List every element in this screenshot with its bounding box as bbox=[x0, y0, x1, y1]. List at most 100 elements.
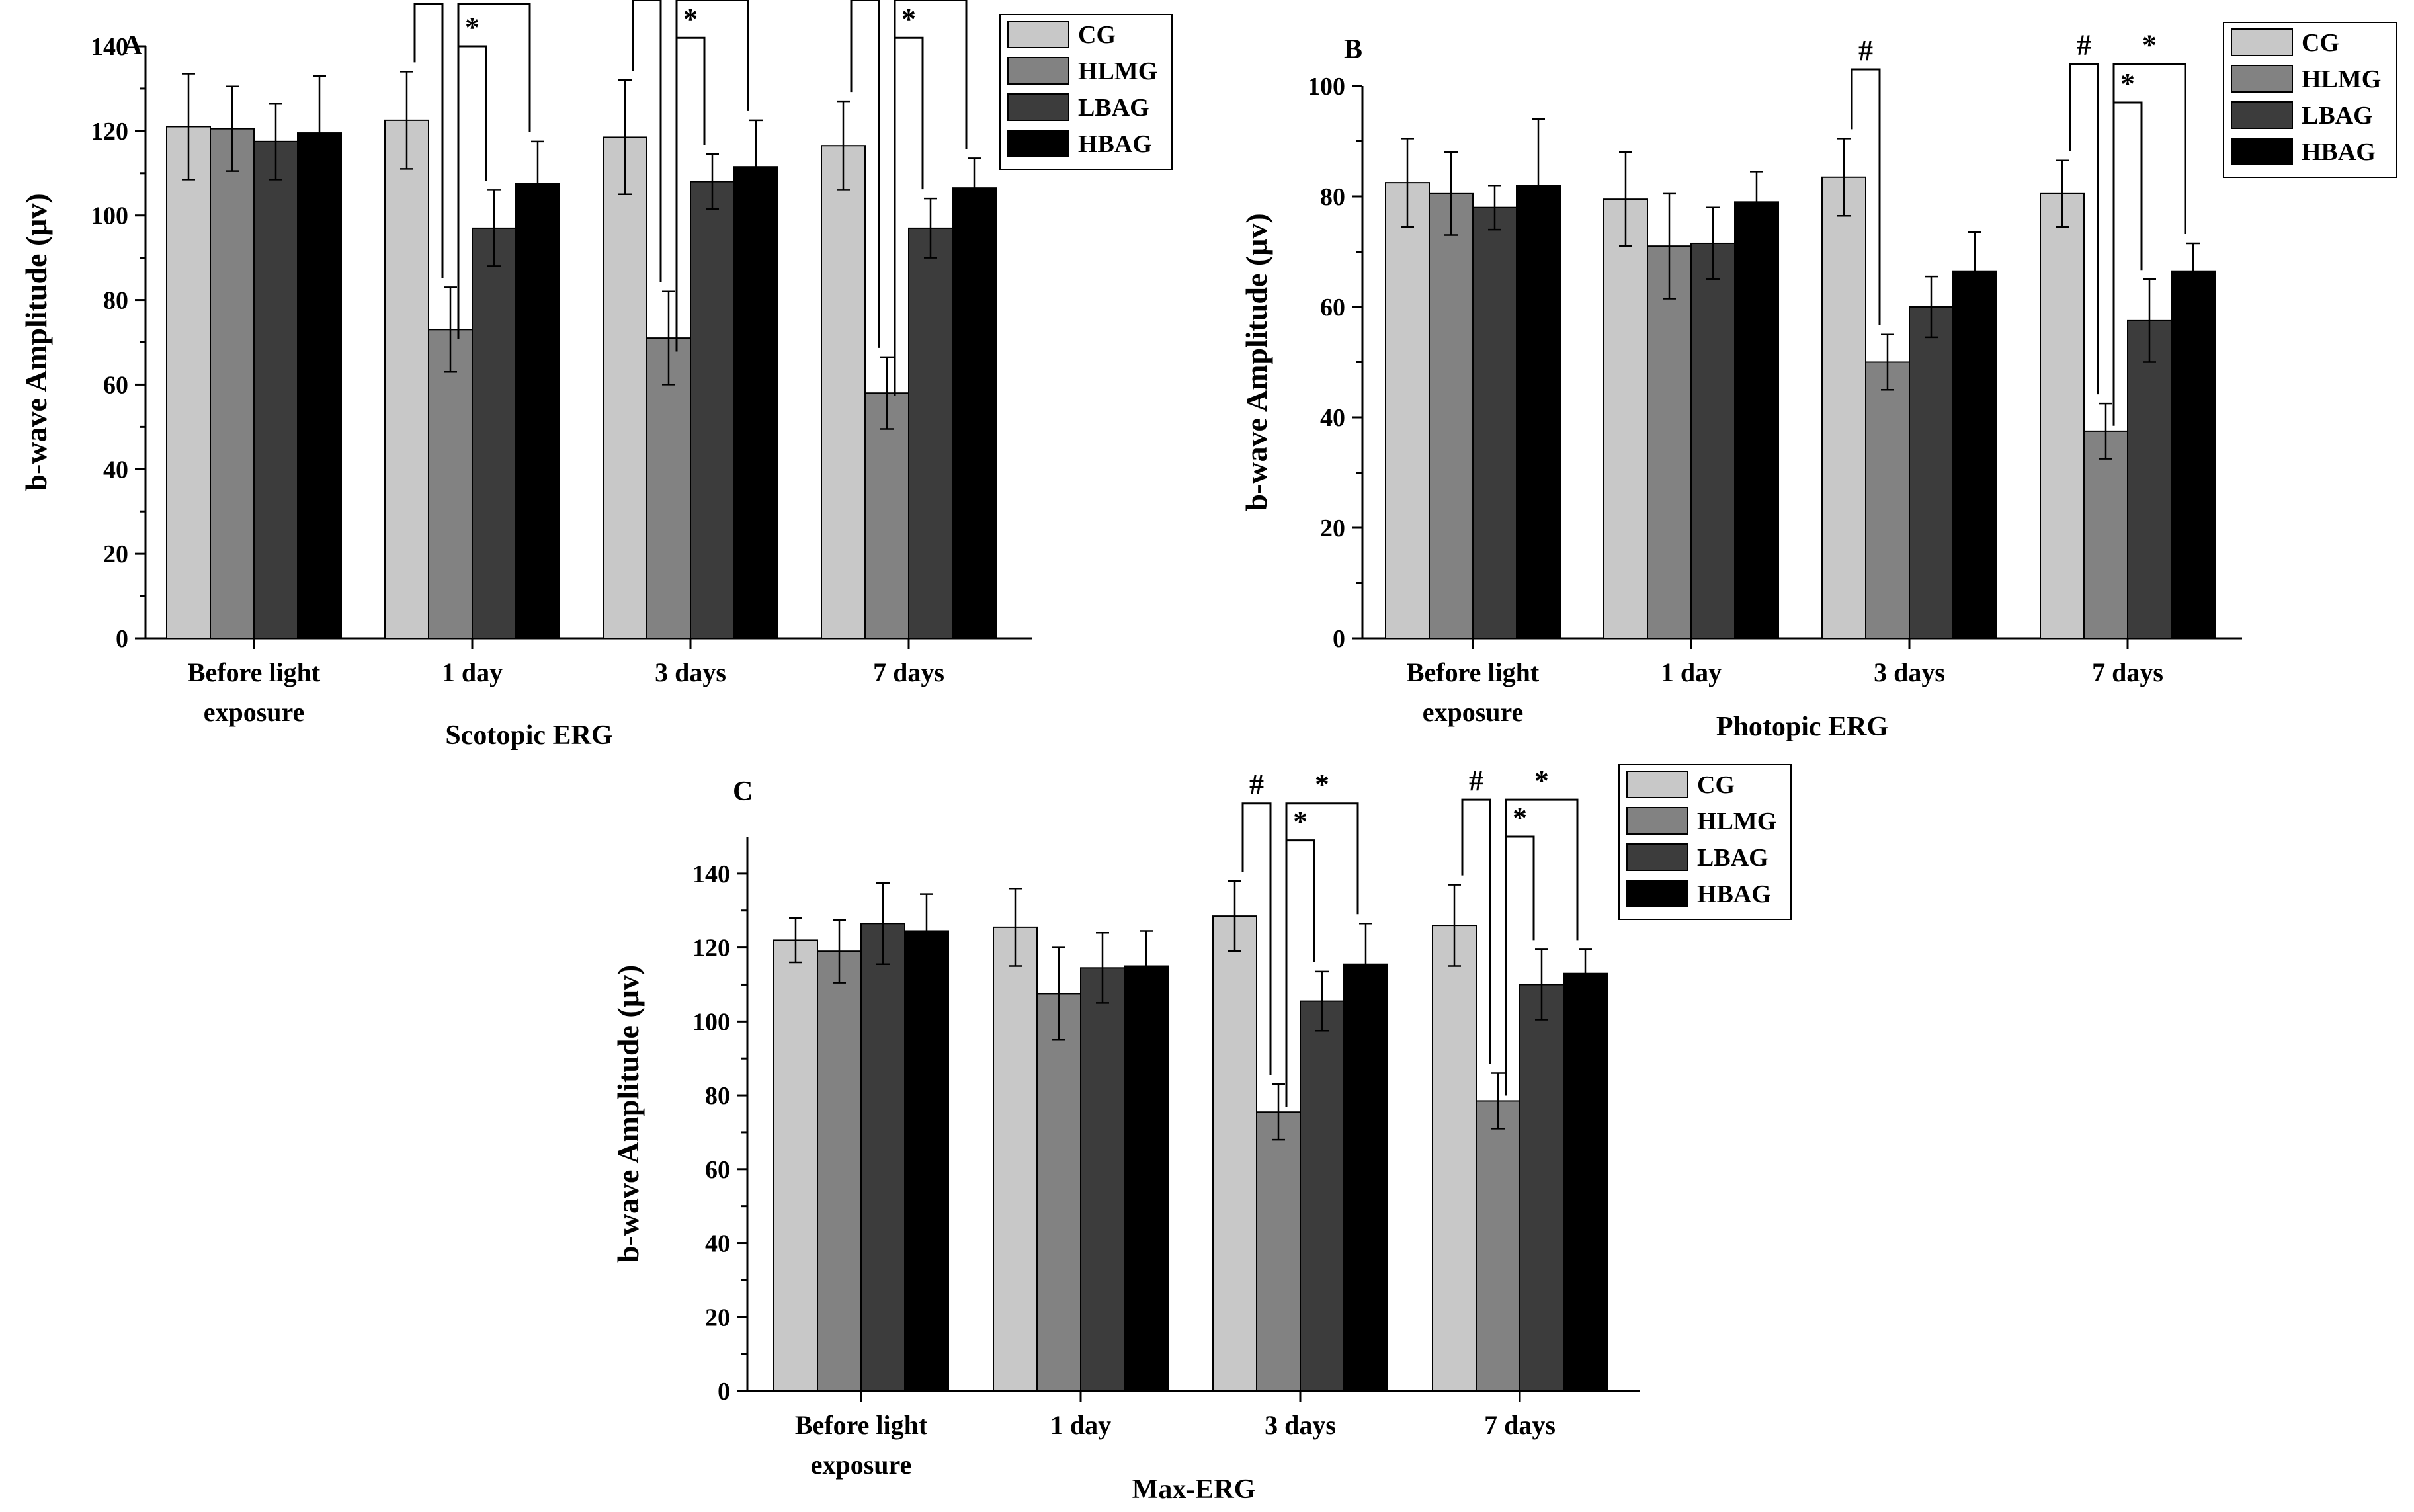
bar-hlmg bbox=[864, 392, 909, 639]
y-tick-label: 80 bbox=[705, 1082, 730, 1110]
significance-star: * bbox=[1315, 769, 1329, 801]
y-tick-label: 120 bbox=[91, 118, 128, 146]
bar-lbag bbox=[2127, 319, 2172, 639]
significance-bracket bbox=[1505, 835, 1535, 1096]
legend-label-hlmg: HLMG bbox=[1078, 58, 1157, 85]
bar-hlmg bbox=[1476, 1100, 1520, 1392]
legend-label-lbag: LBAG bbox=[1697, 844, 1769, 872]
bar-cg bbox=[166, 126, 211, 639]
legend-swatch-hlmg bbox=[1007, 57, 1069, 85]
bar-hlmg bbox=[210, 128, 255, 640]
legend-swatch-lbag bbox=[1626, 843, 1688, 871]
bar-lbag bbox=[1080, 967, 1125, 1392]
bar-hbag bbox=[904, 930, 949, 1392]
y-tick-label: 100 bbox=[1308, 73, 1345, 101]
x-tick-label: exposure bbox=[204, 697, 305, 727]
bar-cg bbox=[773, 939, 818, 1392]
bar-cg bbox=[1432, 925, 1477, 1392]
bar-lbag bbox=[690, 181, 735, 640]
chart-panel-c: C 0 20 40 60 80 100 120 140 b-wave Amplitude (μv)… bbox=[611, 764, 1792, 1505]
significance-bracket bbox=[2112, 101, 2143, 426]
legend-swatch-lbag bbox=[2231, 101, 2293, 129]
bar-hbag bbox=[1343, 963, 1388, 1392]
significance-bracket bbox=[894, 36, 924, 396]
y-axis-label: b-wave Amplitude (μv) bbox=[19, 193, 53, 491]
significance-star: * bbox=[2142, 29, 2157, 62]
y-tick-label: 100 bbox=[692, 1008, 730, 1036]
legend-label-hlmg: HLMG bbox=[1697, 808, 1776, 835]
bar-hlmg bbox=[646, 337, 691, 639]
legend-label-hbag: HBAG bbox=[1078, 130, 1152, 158]
y-tick-label: 20 bbox=[1320, 515, 1345, 542]
y-tick-label: 60 bbox=[1320, 294, 1345, 321]
significance-bracket bbox=[1851, 68, 1881, 325]
x-tick-label: 1 day bbox=[1661, 657, 1722, 687]
bar-hlmg bbox=[1036, 993, 1081, 1392]
significance-star: * bbox=[683, 3, 698, 35]
legend-swatch-hlmg bbox=[1626, 807, 1688, 835]
bar-hbag bbox=[1952, 270, 1997, 640]
bar-hlmg bbox=[2083, 430, 2128, 639]
x-tick-label: Before light bbox=[795, 1410, 928, 1440]
y-tick-label: 40 bbox=[705, 1230, 730, 1258]
significance-bracket bbox=[2069, 63, 2099, 395]
bar-cg bbox=[1603, 198, 1648, 639]
x-axis-title: Scotopic ERG bbox=[445, 720, 612, 751]
bar-lbag bbox=[860, 923, 905, 1392]
y-axis-label: b-wave Amplitude (μv) bbox=[1239, 213, 1273, 511]
legend: CG HLMG LBAG HBAG bbox=[2223, 22, 2397, 178]
significance-bracket bbox=[632, 0, 662, 282]
significance-hash: # bbox=[1249, 769, 1264, 801]
y-tick-label: 80 bbox=[103, 287, 128, 315]
bar-lbag bbox=[1690, 242, 1735, 640]
significance-star: * bbox=[1513, 802, 1527, 834]
x-tick-label: Before light bbox=[188, 657, 321, 687]
significance-bracket bbox=[675, 36, 706, 352]
bar-cg bbox=[1212, 915, 1257, 1392]
x-tick-label: exposure bbox=[811, 1450, 912, 1480]
x-tick-label: 3 days bbox=[1874, 657, 1945, 687]
x-tick-label: 1 day bbox=[442, 657, 503, 687]
significance-bracket bbox=[1241, 802, 1272, 1075]
bar-lbag bbox=[1519, 984, 1564, 1392]
legend-label-lbag: LBAG bbox=[1078, 94, 1149, 122]
bar-lbag bbox=[253, 140, 298, 639]
legend-swatch-hbag bbox=[2231, 138, 2293, 165]
y-tick-label: 0 bbox=[1333, 625, 1345, 653]
x-axis-title: Photopic ERG bbox=[1716, 712, 1888, 742]
bar-lbag bbox=[472, 227, 517, 639]
x-tick-label: 1 day bbox=[1050, 1410, 1111, 1440]
y-tick-label: 40 bbox=[103, 456, 128, 483]
bar-cg bbox=[1821, 176, 1866, 639]
bar-hlmg bbox=[1429, 192, 1474, 639]
bar-lbag bbox=[1909, 306, 1954, 639]
significance-hash: # bbox=[1469, 765, 1483, 797]
bar-lbag bbox=[1472, 206, 1517, 639]
y-tick-label: 0 bbox=[718, 1378, 730, 1406]
legend-label-hbag: HBAG bbox=[1697, 880, 1771, 908]
x-tick-label: Before light bbox=[1407, 657, 1540, 687]
bar-hbag bbox=[2171, 270, 2216, 640]
bar-hbag bbox=[952, 187, 997, 639]
bar-hbag bbox=[515, 183, 560, 639]
bar-cg bbox=[603, 136, 647, 640]
bar-hbag bbox=[1734, 201, 1779, 640]
y-tick-label: 0 bbox=[116, 625, 128, 653]
legend-label-hlmg: HLMG bbox=[2302, 65, 2381, 93]
legend-swatch-hlmg bbox=[2231, 65, 2293, 93]
y-tick-label: 80 bbox=[1320, 183, 1345, 211]
x-axis-title: Max-ERG bbox=[1132, 1474, 1256, 1505]
bar-cg bbox=[2040, 192, 2085, 639]
y-tick-label: 140 bbox=[91, 33, 128, 61]
legend: CG HLMG LBAG HBAG bbox=[1618, 764, 1792, 920]
bar-cg bbox=[1385, 182, 1430, 639]
significance-hash: # bbox=[421, 0, 436, 1]
x-tick-label: 7 days bbox=[1484, 1410, 1556, 1440]
y-tick-label: 60 bbox=[103, 371, 128, 399]
x-tick-label: 7 days bbox=[873, 657, 944, 687]
x-tick-label: 3 days bbox=[655, 657, 726, 687]
legend-label-cg: CG bbox=[2302, 29, 2339, 57]
bar-lbag bbox=[908, 227, 953, 639]
bar-hlmg bbox=[817, 950, 862, 1392]
